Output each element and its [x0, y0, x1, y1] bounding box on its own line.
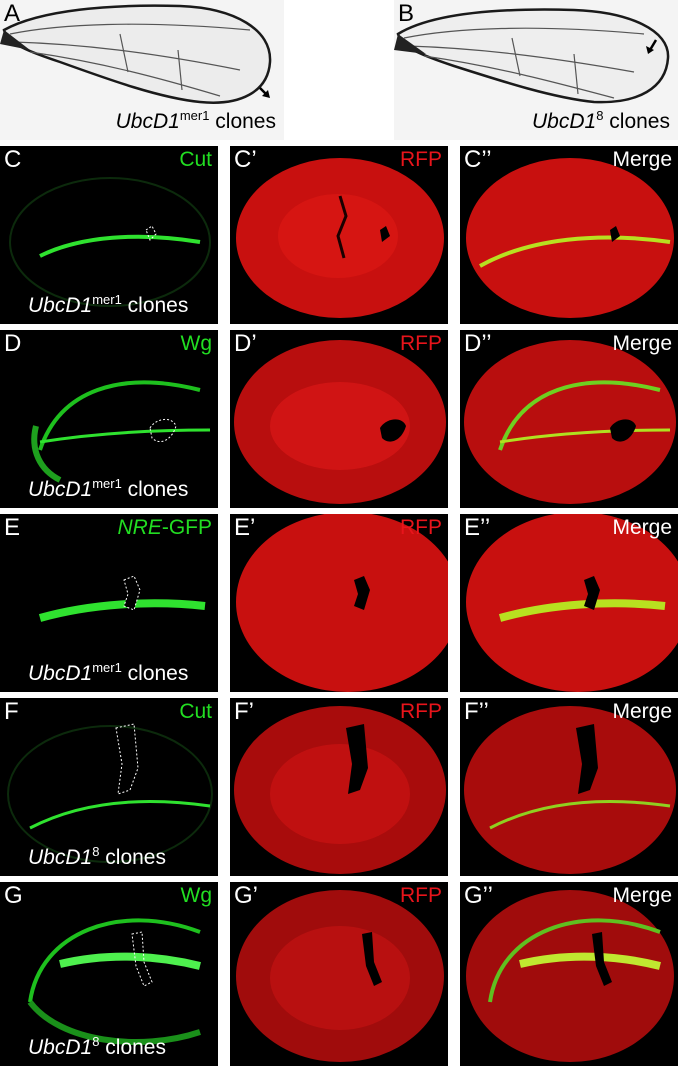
- channel-label: Wg: [180, 884, 213, 907]
- panel-e: E NRE-GFP UbcD1mer1 clones: [0, 514, 218, 692]
- panel-f-prime: F’ RFP: [230, 698, 448, 876]
- panel-letter: A: [4, 0, 21, 27]
- clone-suffix: clones: [121, 662, 189, 685]
- panel-letter: D: [4, 330, 22, 357]
- clone-suffix: clones: [121, 294, 189, 317]
- channel-label: NRE-GFP: [117, 516, 212, 540]
- channel-label: Cut: [179, 148, 212, 171]
- gene-name: UbcD1: [28, 294, 93, 317]
- gene-name: UbcD1: [28, 478, 93, 501]
- clone-label: UbcD18 clones: [28, 1034, 166, 1060]
- panel-letter: E: [4, 514, 21, 541]
- channel-label: RFP: [400, 332, 442, 355]
- allele: 8: [596, 108, 604, 123]
- channel-label: Merge: [612, 516, 672, 539]
- merge-image: [464, 706, 676, 874]
- gene-name: UbcD1: [28, 662, 93, 685]
- gene-name: UbcD1: [28, 846, 93, 869]
- rfp-channel-image: [236, 890, 444, 1062]
- panel-letter: G’’: [464, 882, 493, 909]
- channel-label: Cut: [179, 700, 212, 723]
- channel-italic: NRE: [117, 516, 162, 539]
- wing-image-b: [394, 8, 670, 104]
- panel-letter: F’: [234, 698, 254, 725]
- channel-label: Merge: [612, 700, 672, 723]
- panel-c: C Cut UbcD1mer1 clones: [0, 146, 218, 324]
- panel-letter: E’’: [464, 514, 491, 541]
- allele: mer1: [92, 660, 122, 675]
- gene-name: UbcD1: [532, 110, 597, 133]
- channel-label: RFP: [400, 148, 442, 171]
- rfp-channel-image: [234, 706, 446, 874]
- panel-d: D Wg UbcD1mer1 clones: [0, 330, 218, 508]
- panel-letter: C’: [234, 146, 257, 173]
- wing-image-a: [0, 4, 272, 104]
- panel-letter: D’’: [464, 330, 492, 357]
- panel-g: G Wg UbcD18 clones: [0, 882, 218, 1066]
- clone-suffix: clones: [99, 1036, 166, 1059]
- channel-suffix: -GFP: [161, 516, 212, 539]
- clone-suffix: clones: [209, 110, 276, 133]
- panel-letter: C: [4, 146, 22, 173]
- panel-c-prime: C’ RFP: [230, 146, 448, 324]
- clone-label: UbcD1mer1 clones: [28, 476, 189, 502]
- rfp-channel-image: [236, 158, 444, 318]
- panel-f-double-prime: F’’ Merge: [460, 698, 678, 876]
- panel-g-prime: G’ RFP: [230, 882, 448, 1066]
- panel-g-double-prime: G’’ Merge: [460, 882, 678, 1066]
- nre-gfp-channel-image: [38, 575, 206, 622]
- allele: 8: [92, 1034, 100, 1049]
- clone-label: UbcD1mer1 clones: [115, 108, 276, 134]
- wg-channel-image: [27, 918, 201, 1045]
- wg-channel-image: [31, 380, 211, 483]
- gene-name: UbcD1: [28, 1036, 93, 1059]
- rfp-channel-image: [234, 340, 446, 504]
- panel-letter: F’’: [464, 698, 489, 725]
- channel-label: RFP: [400, 884, 442, 907]
- merge-image: [466, 514, 678, 692]
- panel-letter: C’’: [464, 146, 492, 173]
- panel-e-prime: E’ RFP: [230, 514, 448, 692]
- channel-label: Wg: [180, 332, 213, 355]
- panel-letter: E’: [234, 514, 256, 541]
- clone-label: UbcD18 clones: [532, 108, 670, 134]
- allele: mer1: [179, 108, 210, 123]
- channel-label: Merge: [612, 332, 672, 355]
- clone-suffix: clones: [121, 478, 189, 501]
- panel-f: F Cut UbcD18 clones: [0, 698, 218, 876]
- clone-suffix: clones: [99, 846, 166, 869]
- panel-letter: B: [398, 0, 415, 27]
- channel-label: Merge: [612, 148, 672, 171]
- gene-name: UbcD1: [115, 110, 180, 133]
- rfp-channel-image: [236, 514, 448, 692]
- cut-channel-image: [7, 723, 213, 863]
- panel-d-double-prime: D’’ Merge: [460, 330, 678, 508]
- allele: mer1: [92, 476, 122, 491]
- channel-label: RFP: [400, 700, 442, 723]
- panel-e-double-prime: E’’ Merge: [460, 514, 678, 692]
- merge-image: [464, 340, 676, 504]
- panel-c-double-prime: C’’ Merge: [460, 146, 678, 324]
- merge-image: [466, 890, 674, 1062]
- clone-suffix: clones: [603, 110, 670, 133]
- panel-letter: F: [4, 698, 19, 725]
- merge-image: [466, 158, 674, 318]
- channel-label: RFP: [400, 516, 442, 539]
- panel-d-prime: D’ RFP: [230, 330, 448, 508]
- clone-label: UbcD18 clones: [28, 844, 166, 870]
- cut-channel-image: [9, 177, 211, 307]
- allele: 8: [92, 844, 100, 859]
- panel-letter: G’: [234, 882, 258, 909]
- channel-label: Merge: [612, 884, 672, 907]
- panel-letter: D’: [234, 330, 257, 357]
- allele: mer1: [92, 292, 122, 307]
- clone-label: UbcD1mer1 clones: [28, 292, 189, 318]
- panel-b: B UbcD18 clones: [394, 0, 678, 140]
- panel-letter: G: [4, 882, 23, 909]
- clone-label: UbcD1mer1 clones: [28, 660, 189, 686]
- panel-a: A UbcD1mer1 clones: [0, 0, 284, 140]
